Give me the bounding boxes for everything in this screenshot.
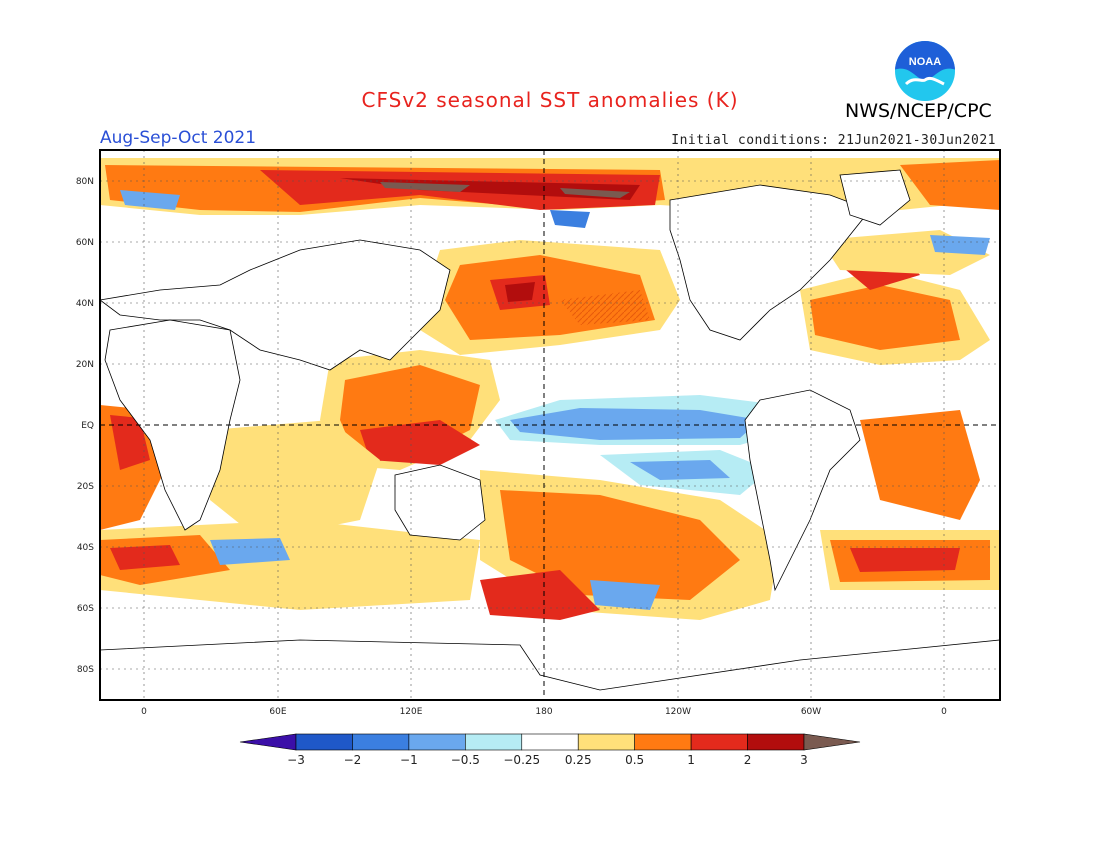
colorbar-swatch	[690, 733, 748, 751]
chart-title: CFSv2 seasonal SST anomalies (K)	[361, 88, 739, 112]
svg-text:NOAA: NOAA	[909, 56, 941, 68]
anomaly-field	[100, 158, 1000, 620]
colorbar-swatch	[747, 733, 805, 751]
noaa-logo-icon: NOAA	[895, 41, 955, 101]
lat-label: 40N	[76, 299, 94, 309]
lon-label: 180	[535, 707, 552, 717]
lon-label: 60W	[801, 707, 821, 717]
colorbar-swatch	[295, 733, 353, 751]
lat-label: 60S	[77, 604, 94, 614]
colorbar-swatch	[634, 733, 692, 751]
colorbar-swatch	[465, 733, 523, 751]
colorbar-arrow-low	[239, 733, 297, 751]
greenland	[839, 169, 911, 226]
australia	[394, 464, 486, 541]
colorbar-label: 0.25	[565, 753, 592, 767]
lat-label: 80N	[76, 177, 94, 187]
colorbar-label: −1	[400, 753, 418, 767]
colorbar-label: 2	[744, 753, 752, 767]
colorbar-label: −2	[344, 753, 362, 767]
longitude-labels: 0 60E 120E 180 120W 60W 0	[141, 707, 947, 717]
colorbar-arrow-high	[803, 733, 861, 751]
lat-label: 60N	[76, 238, 94, 248]
organization-label: NWS/NCEP/CPC	[845, 100, 992, 122]
equator-dateline	[100, 150, 1000, 700]
lon-label: 120W	[665, 707, 691, 717]
north-america	[669, 184, 871, 341]
lat-label: 80S	[77, 665, 94, 675]
initial-conditions-label: Initial conditions: 21Jun2021-30Jun2021	[671, 133, 996, 148]
colorbar-swatch	[408, 733, 466, 751]
lat-label: 20N	[76, 360, 94, 370]
lon-label: 0	[941, 707, 947, 717]
colorbar-swatch	[521, 733, 579, 751]
south-america	[744, 389, 861, 592]
lat-label: EQ	[81, 421, 94, 431]
latitude-labels: 80N 60N 40N 20N EQ 20S 40S 60S 80S	[76, 177, 94, 675]
colorbar-swatch	[352, 733, 410, 751]
land-masses	[99, 169, 1001, 701]
colorbar: −3 −2 −1 −0.5 −0.25 0.25 0.5 1 2 3	[239, 733, 861, 767]
colorbar-label: −0.25	[503, 753, 540, 767]
eurasia	[99, 239, 451, 371]
colorbar-label: −0.5	[451, 753, 480, 767]
colorbar-swatch	[577, 733, 635, 751]
colorbar-label: 0.5	[625, 753, 644, 767]
lat-label: 20S	[77, 482, 94, 492]
map-frame	[99, 149, 1001, 701]
colorbar-label: −3	[287, 753, 305, 767]
season-label: Aug-Sep-Oct 2021	[100, 128, 257, 148]
colorbar-label: 1	[687, 753, 695, 767]
lat-label: 40S	[77, 543, 94, 553]
colorbar-label: 3	[800, 753, 808, 767]
graticule	[100, 150, 1000, 700]
lon-label: 120E	[400, 707, 423, 717]
lon-label: 60E	[269, 707, 286, 717]
lon-label: 0	[141, 707, 147, 717]
